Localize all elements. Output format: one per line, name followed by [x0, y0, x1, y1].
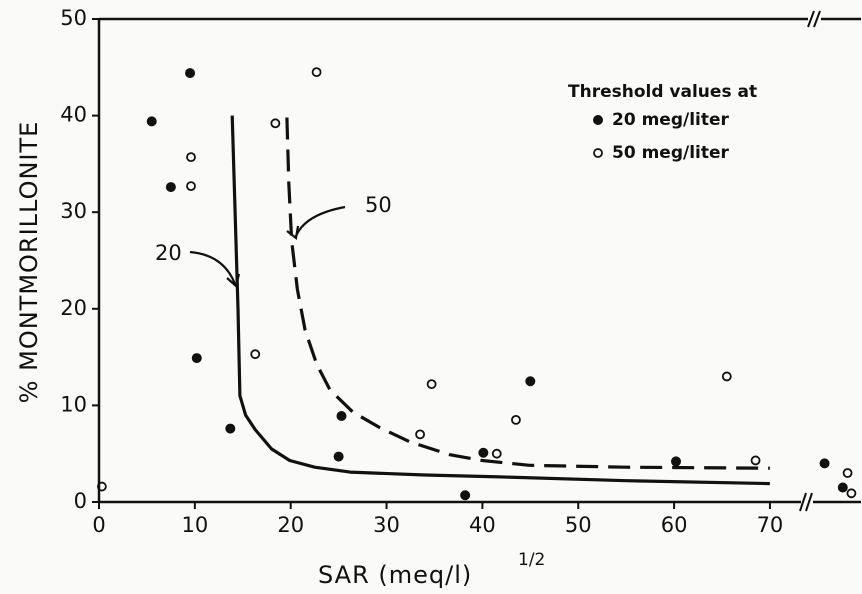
- point: [415, 429, 425, 440]
- legend-marker: [593, 115, 603, 125]
- x-axis-break: [799, 492, 813, 512]
- annotation-arrows: [189, 205, 346, 289]
- top-break: [807, 10, 821, 28]
- x-tick-label: 50: [565, 513, 592, 537]
- threshold-curve: [230, 115, 770, 486]
- point: [270, 118, 281, 129]
- point: [460, 490, 471, 501]
- point: [750, 455, 761, 466]
- point: [837, 482, 848, 493]
- y-tick-label: 20: [60, 296, 87, 320]
- legend-label: 50 meg/liter: [612, 143, 730, 163]
- point: [186, 152, 196, 163]
- point: [311, 67, 322, 78]
- point: [846, 488, 857, 499]
- legend-label: 20 meg/liter: [612, 110, 730, 130]
- x-tick-label: 30: [373, 513, 400, 537]
- legend-title: Threshold values at: [568, 82, 757, 102]
- arrow-50: [294, 205, 346, 237]
- x-tick-label: 40: [469, 513, 496, 537]
- point: [186, 181, 196, 192]
- point: [721, 371, 732, 382]
- x-tick-label: 0: [92, 513, 105, 537]
- y-axis-label: % MONTMORILLONITE: [15, 121, 43, 404]
- x-axis-label-exponent: 1/2: [518, 550, 545, 570]
- y-tick-label: 40: [60, 103, 87, 127]
- legend-marker: [593, 148, 603, 158]
- threshold-curve: [285, 117, 770, 470]
- x-tick-label: 70: [757, 513, 784, 537]
- point: [225, 423, 236, 434]
- point: [671, 456, 682, 467]
- point: [96, 481, 107, 492]
- point: [146, 116, 157, 127]
- x-axis-label: SAR (meq/l): [318, 561, 472, 589]
- y-tick-label: 30: [60, 199, 87, 223]
- x-tick-label: 20: [277, 513, 304, 537]
- point: [333, 451, 344, 462]
- y-tick-label: 0: [74, 489, 87, 513]
- point: [511, 414, 521, 425]
- point: [165, 182, 176, 193]
- point: [191, 353, 202, 364]
- curve-label: 20: [155, 241, 182, 265]
- axis-breaks: [799, 10, 821, 512]
- arrow-20: [189, 250, 237, 285]
- point: [478, 447, 489, 458]
- y-tick-label: 10: [60, 392, 87, 416]
- x-tick-label: 60: [661, 513, 688, 537]
- point: [336, 411, 347, 422]
- point: [185, 68, 196, 79]
- point: [250, 349, 261, 360]
- point: [426, 379, 437, 390]
- point: [491, 448, 502, 459]
- point: [525, 376, 536, 387]
- curve-label: 50: [365, 193, 392, 217]
- point: [819, 458, 830, 469]
- x-tick-label: 10: [181, 513, 208, 537]
- point: [842, 468, 853, 478]
- y-tick-label: 50: [60, 6, 87, 30]
